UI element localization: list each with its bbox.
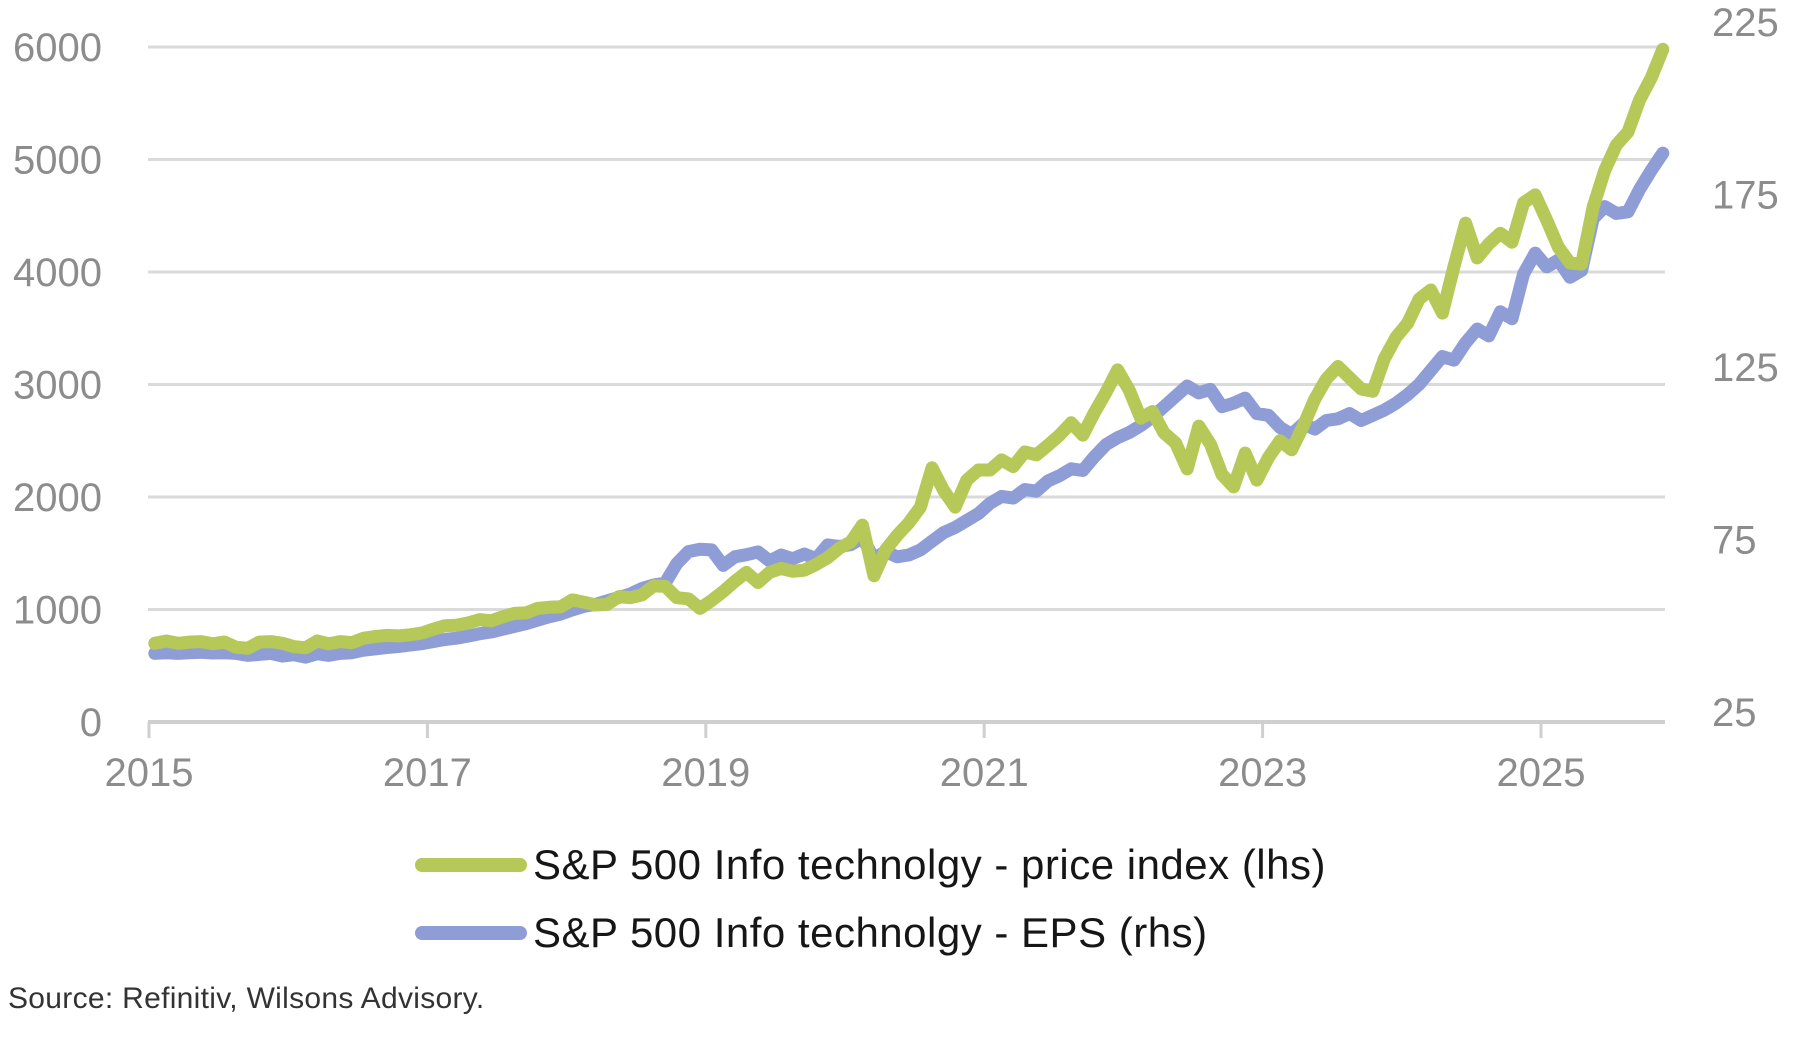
y-left-tick-label: 6000: [13, 26, 102, 70]
y-right-tick-label: 175: [1712, 174, 1779, 218]
legend-label: S&P 500 Info technolgy - price index (lh…: [533, 841, 1326, 888]
x-tick-label: 2015: [105, 751, 194, 795]
eps-line: [148, 146, 1670, 664]
legend-line-swatch: [415, 858, 527, 872]
x-tick-label: 2025: [1497, 751, 1586, 795]
legend-item-eps: S&P 500 Info technolgy - EPS (rhs): [415, 906, 1326, 960]
y-left-tick-label: 2000: [13, 476, 102, 520]
y-right-tick-label: 25: [1712, 691, 1757, 735]
y-left-tick-label: 4000: [13, 251, 102, 295]
price-index-line: [148, 42, 1670, 655]
legend-line-swatch: [415, 926, 527, 940]
y-left-tick-label: 3000: [13, 364, 102, 408]
y-left-tick-label: 1000: [13, 589, 102, 633]
x-tick-label: 2023: [1218, 751, 1307, 795]
x-tick-label: 2017: [383, 751, 472, 795]
chart-legend: S&P 500 Info technolgy - price index (lh…: [415, 838, 1326, 974]
y-right-tick-label: 75: [1712, 519, 1757, 563]
x-tick-label: 2021: [940, 751, 1029, 795]
y-left-tick-label: 0: [80, 701, 102, 745]
x-tick-label: 2019: [661, 751, 750, 795]
y-right-tick-label: 125: [1712, 346, 1779, 390]
y-right-tick-label: 225: [1712, 1, 1779, 45]
y-left-tick-label: 5000: [13, 139, 102, 183]
legend-label: S&P 500 Info technolgy - EPS (rhs): [533, 909, 1208, 956]
legend-item-price-index: S&P 500 Info technolgy - price index (lh…: [415, 838, 1326, 892]
source-note: Source: Refinitiv, Wilsons Advisory.: [8, 982, 485, 1015]
